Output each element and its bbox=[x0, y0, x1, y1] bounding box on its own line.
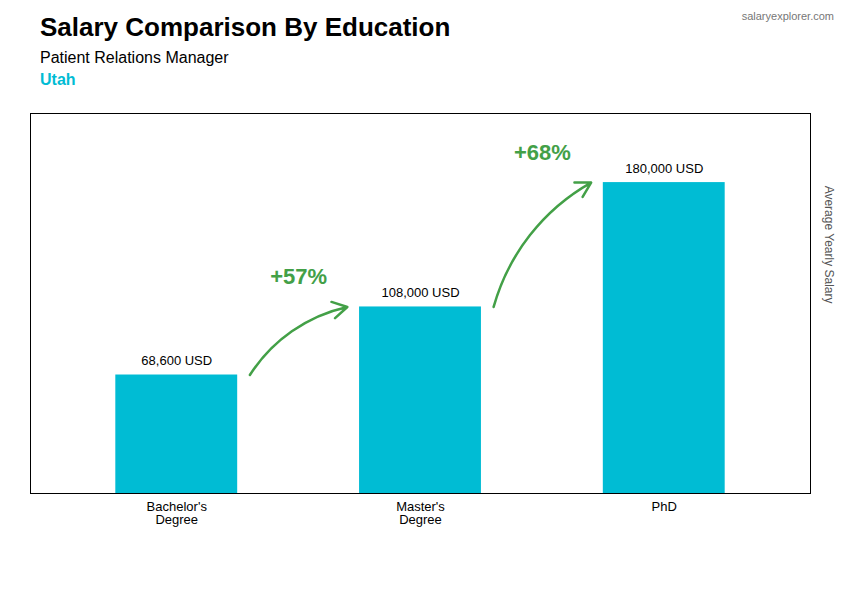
html-text:Patient Relations Manager: Patient Relations Manager bbox=[40, 49, 229, 66]
svg-text:Master'sDegree: Master'sDegree bbox=[396, 499, 445, 527]
svg-text:Average Yearly Salary: Average Yearly Salary bbox=[822, 186, 836, 304]
svg-text:Bachelor'sDegree: Bachelor'sDegree bbox=[147, 499, 208, 527]
html-text:salaryexplorer.com: salaryexplorer.com bbox=[741, 10, 834, 22]
svg-text:+57%: +57% bbox=[270, 264, 327, 289]
svg-text:180,000 USD: 180,000 USD bbox=[625, 161, 703, 176]
svg-text:+68%: +68% bbox=[514, 140, 571, 165]
svg-text:108,000 USD: 108,000 USD bbox=[381, 285, 459, 300]
svg-text:PhD: PhD bbox=[652, 499, 677, 514]
svg-text:68,600 USD: 68,600 USD bbox=[141, 353, 212, 368]
html-text:Salary Comparison By Education: Salary Comparison By Education bbox=[40, 12, 451, 42]
html-text:Utah: Utah bbox=[40, 71, 76, 88]
